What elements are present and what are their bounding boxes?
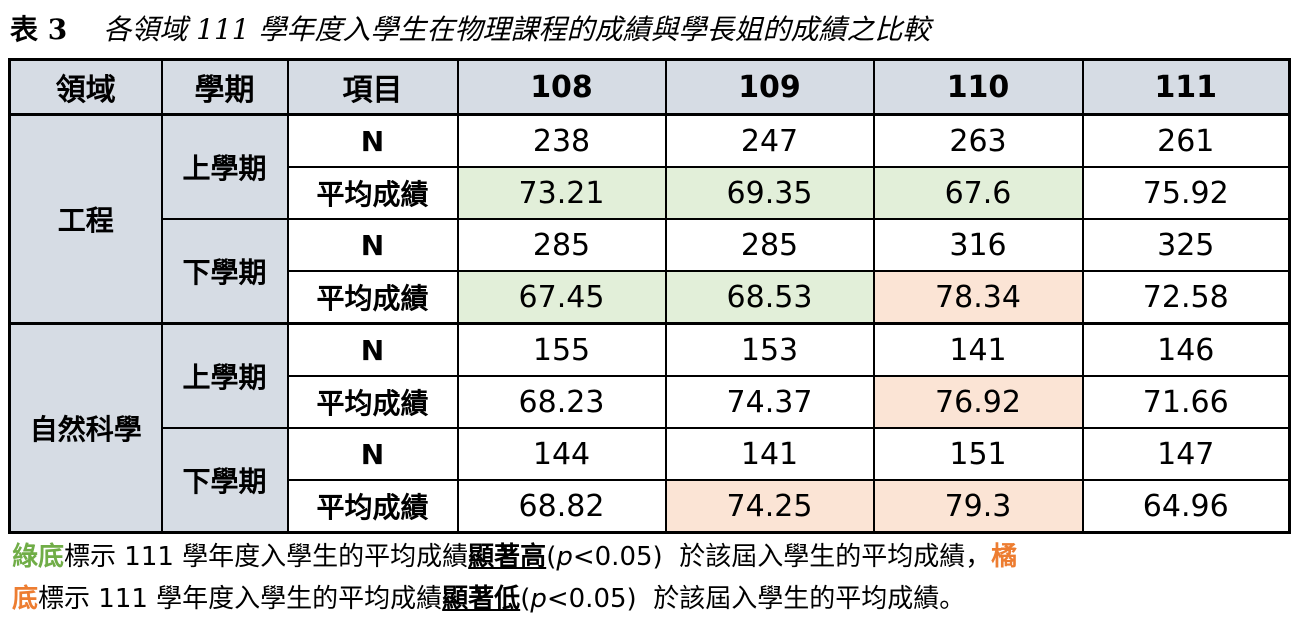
row: 平均成績 68.82 74.25 79.3 64.96 bbox=[10, 479, 1291, 534]
row: 下學期 N 285 285 316 325 bbox=[10, 218, 1291, 325]
value-cell: 75.92 bbox=[1081, 166, 1291, 220]
value-cell: 147 bbox=[1081, 427, 1291, 481]
header-cell: 108 bbox=[456, 58, 667, 116]
value-cell: 76.92 bbox=[872, 375, 1084, 429]
item-cell: 平均成績 bbox=[286, 479, 459, 534]
title-label: 表 3 bbox=[10, 13, 68, 46]
note-text: ( bbox=[546, 542, 557, 572]
value-cell: 238 bbox=[456, 113, 667, 168]
header-cell: 項目 bbox=[286, 58, 459, 116]
row: 下學期 N 144 141 151 147 bbox=[10, 427, 1291, 534]
semester-cell: 下學期 bbox=[160, 427, 289, 534]
value-cell: 141 bbox=[664, 427, 875, 481]
header-row: 領域 學期 項目 108 109 110 111 bbox=[8, 58, 1291, 116]
semester-cell: 上學期 bbox=[160, 322, 289, 429]
note-text: 標示 111 學年度入學生的平均成績 bbox=[38, 584, 443, 614]
field-cell: 工程 bbox=[8, 113, 163, 325]
value-cell: 325 bbox=[1081, 218, 1291, 272]
value-cell: 285 bbox=[456, 218, 667, 272]
value-cell: 151 bbox=[872, 427, 1084, 481]
row: 工程 上學期 N 238 247 263 261 bbox=[8, 113, 1291, 325]
value-cell: 72.58 bbox=[1081, 270, 1291, 325]
note-text: 底 bbox=[12, 584, 39, 614]
value-cell: 67.45 bbox=[456, 270, 667, 325]
item-cell: N bbox=[286, 218, 459, 272]
value-cell: 74.25 bbox=[664, 479, 875, 534]
value-cell: 261 bbox=[1081, 113, 1291, 168]
item-cell: N bbox=[286, 113, 459, 168]
value-cell: 67.6 bbox=[872, 166, 1084, 220]
header-cell: 領域 bbox=[8, 58, 163, 116]
row: 自然科學 上學期 N 155 153 141 146 bbox=[8, 322, 1291, 534]
note-text: <0.05) 於該屆入學生的平均成績， bbox=[572, 542, 992, 572]
note-text: 標示 111 學年度入學生的平均成績 bbox=[64, 542, 469, 572]
note-text: ( bbox=[520, 584, 531, 614]
value-cell: 69.35 bbox=[664, 166, 875, 220]
value-cell: 146 bbox=[1081, 322, 1291, 377]
header-cell: 111 bbox=[1081, 58, 1291, 116]
item-cell: N bbox=[286, 427, 459, 481]
value-cell: 155 bbox=[456, 322, 667, 377]
value-cell: 68.82 bbox=[456, 479, 667, 534]
value-cell: 153 bbox=[664, 322, 875, 377]
title: 表 3 各領域 111 學年度入學生在物理課程的成績與學長姐的成績之比較 bbox=[10, 8, 930, 48]
value-cell: 285 bbox=[664, 218, 875, 272]
title-text: 各領域 111 學年度入學生在物理課程的成績與學長姐的成績之比較 bbox=[103, 13, 931, 46]
value-cell: 78.34 bbox=[872, 270, 1084, 325]
row: 平均成績 67.45 68.53 78.34 72.58 bbox=[10, 270, 1291, 325]
item-cell: 平均成績 bbox=[286, 166, 459, 220]
header-cell: 109 bbox=[664, 58, 875, 116]
header-cell: 學期 bbox=[160, 58, 289, 116]
value-cell: 247 bbox=[664, 113, 875, 168]
value-cell: 71.66 bbox=[1081, 375, 1291, 429]
note-line: 綠底標示 111 學年度入學生的平均成績顯著高(p<0.05) 於該屆入學生的平… bbox=[12, 536, 1017, 573]
note-text: 顯著高 bbox=[468, 542, 547, 572]
value-cell: 68.23 bbox=[456, 375, 667, 429]
header-cell: 110 bbox=[872, 58, 1084, 116]
semester-cell: 上學期 bbox=[160, 113, 289, 220]
note-text: p bbox=[556, 542, 573, 572]
note-text: 綠底 bbox=[12, 542, 65, 572]
row: 平均成績 73.21 69.35 67.6 75.92 bbox=[10, 166, 1291, 220]
note-line: 底標示 111 學年度入學生的平均成績顯著低(p<0.05) 於該屆入學生的平均… bbox=[12, 578, 965, 615]
table: 領域 學期 項目 108 109 110 111 工程 上學期 N 238 247 263 261 平均成績… bbox=[8, 58, 1291, 534]
value-cell: 73.21 bbox=[456, 166, 667, 220]
note-text: 顯著低 bbox=[442, 584, 521, 614]
item-cell: 平均成績 bbox=[286, 270, 459, 325]
value-cell: 316 bbox=[872, 218, 1084, 272]
row: 平均成績 68.23 74.37 76.92 71.66 bbox=[10, 375, 1291, 429]
semester-cell: 下學期 bbox=[160, 218, 289, 325]
value-cell: 74.37 bbox=[664, 375, 875, 429]
value-cell: 263 bbox=[872, 113, 1084, 168]
value-cell: 68.53 bbox=[664, 270, 875, 325]
value-cell: 144 bbox=[456, 427, 667, 481]
value-cell: 141 bbox=[872, 322, 1084, 377]
value-cell: 64.96 bbox=[1081, 479, 1291, 534]
value-cell: 79.3 bbox=[872, 479, 1084, 534]
item-cell: N bbox=[286, 322, 459, 377]
note-text: p bbox=[530, 584, 547, 614]
field-cell: 自然科學 bbox=[8, 322, 163, 534]
note-text: 橘 bbox=[991, 542, 1018, 572]
item-cell: 平均成績 bbox=[286, 375, 459, 429]
note-text: <0.05) 於該屆入學生的平均成績。 bbox=[546, 584, 966, 614]
